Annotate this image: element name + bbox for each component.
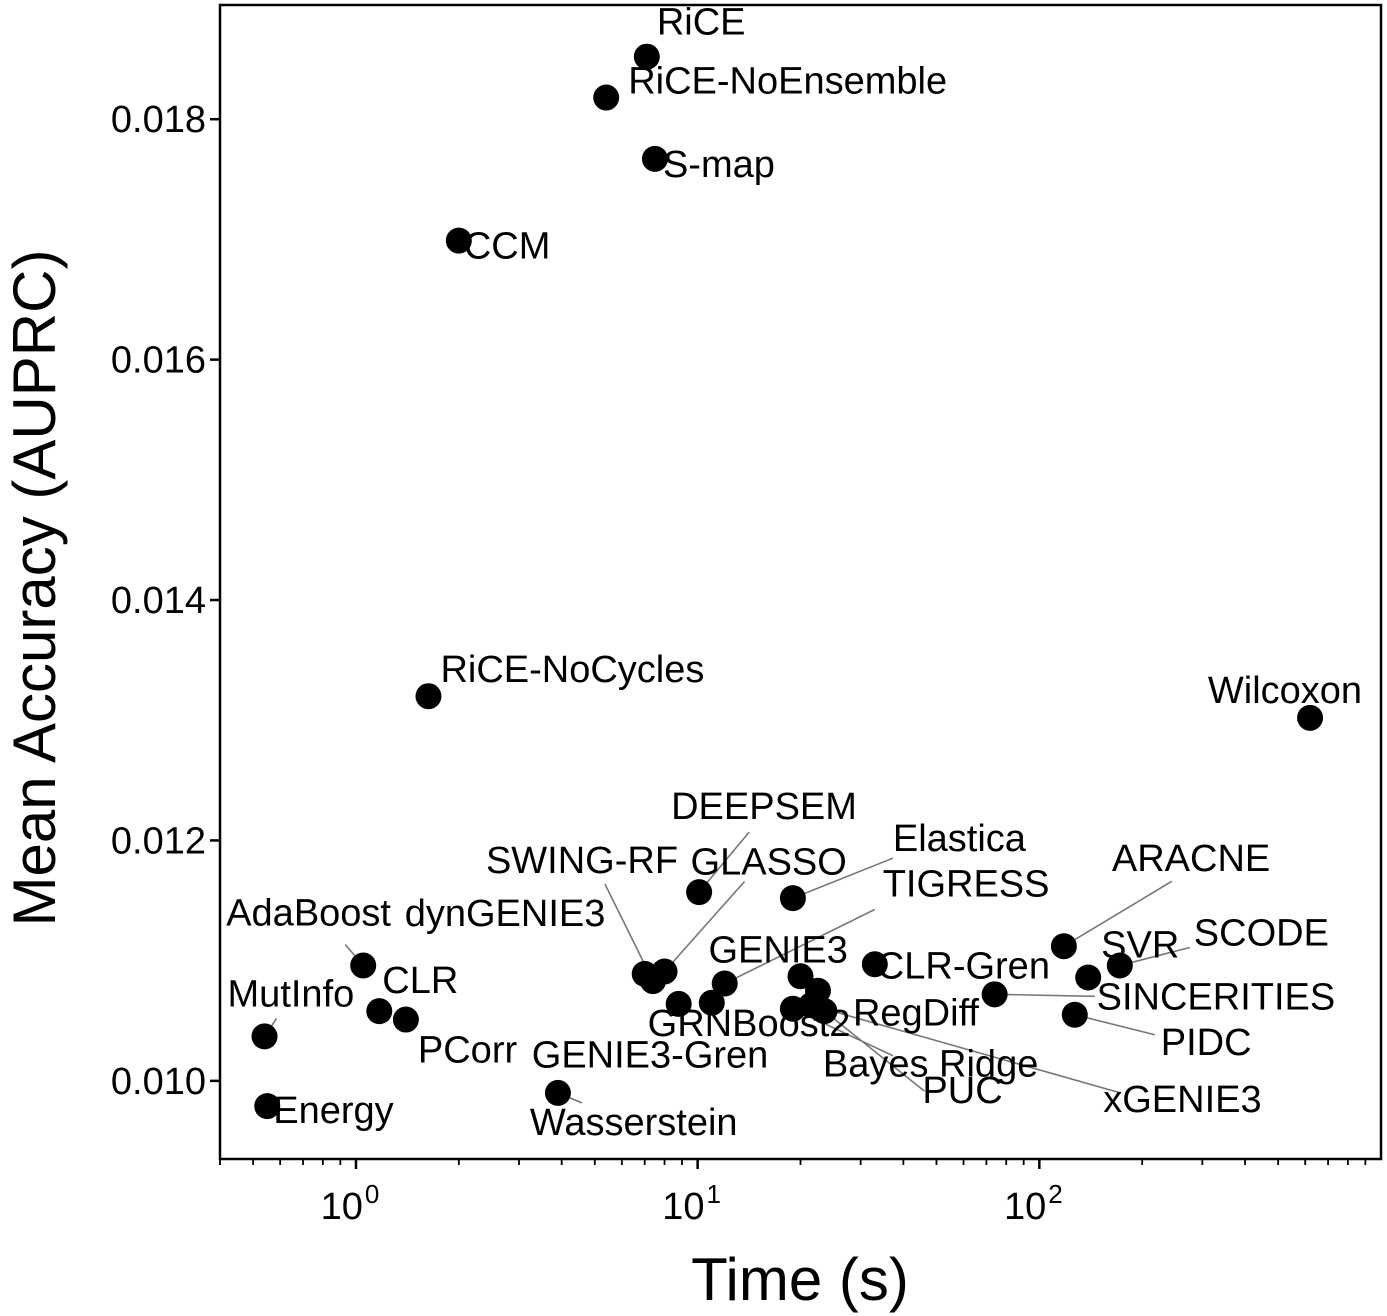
leader-line-sincerities (994, 993, 1095, 998)
label-sincerities: SINCERITIES (1097, 976, 1336, 1018)
point-rice (633, 43, 660, 70)
point-adaboost (350, 952, 377, 979)
point-pidc (1061, 1001, 1088, 1028)
point-wasserstein (544, 1079, 571, 1106)
label-aracne: ARACNE (1112, 838, 1270, 880)
point-genie3-gren (698, 989, 725, 1016)
leader-line-pidc (1074, 1013, 1155, 1036)
label-pcorr: PCorr (418, 1030, 518, 1072)
leader-line-deepsem (698, 831, 750, 893)
label-clr: CLR (382, 960, 458, 1002)
point-clr (366, 998, 393, 1025)
point-glasso (651, 958, 678, 985)
label-s-map: S-map (663, 144, 775, 186)
data-points (251, 43, 1324, 1120)
point-elastica (779, 885, 806, 912)
label-bayes-ridge: Bayes Ridge (823, 1044, 1038, 1086)
point-sincerities (981, 981, 1008, 1008)
point-grnboost2 (665, 990, 692, 1017)
label-tigress: TIGRESS (883, 863, 1050, 905)
point-energy (254, 1093, 281, 1120)
leader-line-xgenie3 (811, 1004, 1122, 1094)
point-tigress (711, 970, 738, 997)
label-svr: SVR (1101, 924, 1179, 966)
label-rice-nocycles: RiCE-NoCycles (440, 649, 704, 691)
point-xgenie3 (798, 992, 825, 1019)
label-rice-noensemble: RiCE-NoEnsemble (628, 61, 947, 103)
y-tick-label: 0.014 (111, 580, 206, 622)
leader-line-aracne (1063, 880, 1173, 947)
label-wilcoxon: Wilcoxon (1208, 670, 1362, 712)
x-tick-label: 101 (662, 1179, 721, 1228)
label-genie3-gren: GENIE3-Gren (532, 1035, 769, 1077)
point-wilcoxon (1297, 704, 1324, 731)
label-deepsem: DEEPSEM (671, 786, 857, 828)
label-ccm: CCM (464, 226, 551, 268)
label-dyngenie3: dynGENIE3 (405, 893, 606, 935)
point-deepsem (686, 879, 713, 906)
label-scode: SCODE (1194, 912, 1329, 954)
y-axis-title: Mean Accuracy (AUPRC) (1, 250, 68, 927)
y-tick-label: 0.010 (111, 1061, 206, 1103)
label-regdiff: RegDiff (853, 993, 979, 1035)
point-scode (1106, 952, 1133, 979)
label-clr-gren: CLR-Gren (877, 945, 1050, 987)
point-s-map (641, 145, 668, 172)
y-tick-label: 0.012 (111, 820, 206, 862)
label-adaboost: AdaBoost (226, 892, 391, 934)
label-grnboost2: GRNBoost2 (648, 1003, 851, 1045)
point-genie3 (787, 963, 814, 990)
point-aracne (1050, 933, 1077, 960)
plot-frame (218, 3, 1383, 1161)
label-elastica: Elastica (893, 818, 1027, 860)
label-rice: RiCE (657, 2, 746, 44)
point-mutinfo (251, 1023, 278, 1050)
label-swing-rf: SWING-RF (486, 840, 678, 882)
leader-line-elastica (792, 857, 894, 899)
point-pcorr (392, 1006, 419, 1033)
point-rice-noensemble (593, 84, 620, 111)
point-svr (1075, 964, 1102, 991)
label-wasserstein: Wasserstein (530, 1102, 738, 1144)
label-energy: Energy (273, 1090, 393, 1132)
leader-line-glasso (663, 880, 746, 973)
leader-line-puc (823, 1010, 925, 1092)
label-mutinfo: MutInfo (228, 973, 355, 1015)
label-pidc: PIDC (1161, 1022, 1252, 1064)
leader-line-tigress (724, 908, 876, 985)
point-clr-gren (861, 951, 888, 978)
y-tick-label: 0.018 (111, 99, 206, 141)
x-tick-label: 100 (321, 1179, 380, 1228)
label-glasso: GLASSO (691, 841, 847, 883)
label-genie3: GENIE3 (709, 929, 848, 971)
point-labels: RiCE RiCE-NoEnsemble S-map CCM RiCE-NoCycles… (226, 2, 1362, 1144)
label-xgenie3: xGENIE3 (1103, 1079, 1261, 1121)
x-tick-label: 102 (1004, 1179, 1063, 1228)
x-axis-title: Time (s) (691, 1246, 909, 1313)
point-rice-nocycles (415, 683, 442, 710)
y-tick-label: 0.016 (111, 340, 206, 382)
label-puc: PUC (922, 1070, 1002, 1112)
point-ccm (445, 227, 472, 254)
